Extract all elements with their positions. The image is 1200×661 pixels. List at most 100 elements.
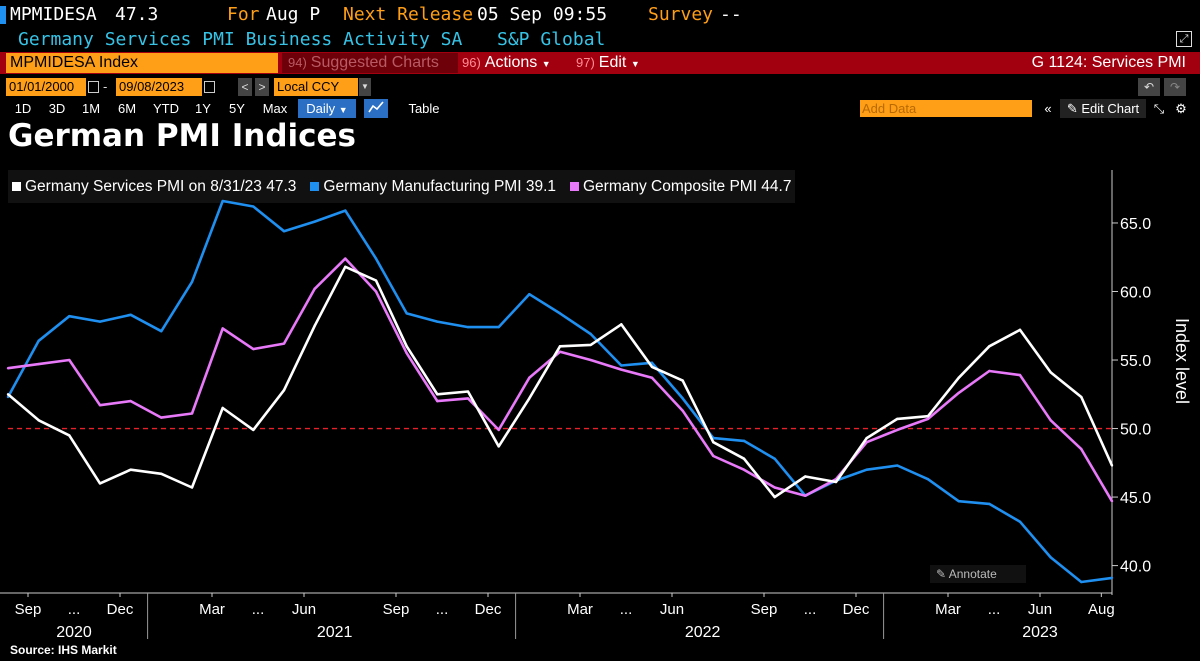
period-6m[interactable]: 6M — [117, 101, 137, 116]
date-separator: - — [103, 79, 108, 94]
zoom-icon[interactable]: ⤡ — [1153, 101, 1165, 116]
manufacturing-point — [1110, 576, 1114, 580]
actions-label: Actions — [484, 54, 538, 71]
period-ytd[interactable]: YTD — [153, 101, 179, 116]
services-point — [988, 345, 991, 348]
manufacturing-point — [1018, 520, 1022, 523]
last-value: 47.3 — [115, 4, 159, 25]
edit-label: Edit — [598, 54, 627, 71]
frequency-select[interactable]: Daily ▼ — [298, 99, 356, 118]
manufacturing-point — [988, 502, 991, 506]
x-tick-label: Sep — [15, 601, 42, 618]
legend: Germany Services PMI on 8/31/23 47.3 Ger… — [8, 170, 796, 203]
composite-point — [252, 347, 255, 351]
legend-label-manufacturing: Germany Manufacturing PMI 39.1 — [323, 177, 556, 195]
manufacturing-point — [712, 436, 715, 440]
redo-button[interactable]: ↷ — [1164, 78, 1186, 96]
next-range-button[interactable]: > — [255, 78, 269, 96]
services-point — [252, 428, 255, 432]
x-tick-label: Jun — [292, 601, 316, 618]
manufacturing-point — [558, 312, 562, 315]
legend-item-services[interactable]: Germany Services PMI on 8/31/23 47.3 — [12, 178, 296, 196]
period-bar: 1D 3D 1M 6M YTD 1Y 5Y Max Daily ▼ Table … — [0, 99, 1200, 119]
services-point — [528, 397, 531, 400]
manufacturing-point — [436, 320, 439, 323]
annotate-button[interactable]: ✎ Annotate — [930, 565, 1026, 583]
services-point — [773, 495, 776, 499]
currency-select[interactable]: Local CCY — [274, 78, 358, 96]
table-button[interactable]: Table — [408, 101, 440, 116]
legend-item-manufacturing[interactable]: Germany Manufacturing PMI 39.1 — [310, 178, 556, 196]
add-data-input[interactable]: Add Data — [860, 100, 1032, 117]
composite-point — [988, 369, 991, 373]
x-tick-label: Mar — [935, 601, 961, 618]
services-point — [712, 441, 715, 444]
manufacturing-point — [742, 439, 746, 443]
y-tick-label: 65.0 — [1120, 216, 1151, 233]
composite-point — [344, 257, 347, 260]
edit-chart-button[interactable]: ✎ Edit Chart — [1060, 99, 1146, 118]
manufacturing-point — [528, 293, 531, 296]
manufacturing-point — [405, 312, 408, 315]
gear-icon[interactable]: ⚙ — [1175, 101, 1187, 116]
manufacturing-point — [374, 257, 378, 260]
composite-point — [405, 351, 408, 355]
legend-item-composite[interactable]: Germany Composite PMI 44.7 — [570, 178, 791, 196]
suggested-charts-button[interactable]: 94) Suggested Charts — [282, 53, 458, 73]
currency-dropdown-icon[interactable]: ▼ — [359, 78, 371, 96]
chart-id: G 1124: Services PMI — [1031, 54, 1186, 71]
x-tick-label: Sep — [383, 601, 410, 618]
services-point — [681, 379, 684, 382]
period-1d[interactable]: 1D — [14, 101, 32, 116]
services-point — [436, 393, 439, 396]
year-label: 2021 — [317, 624, 353, 641]
manufacturing-point — [834, 479, 838, 482]
pencil-icon: ✎ — [936, 567, 947, 581]
collapse-icon[interactable]: « — [1044, 101, 1052, 116]
y-axis-label: Index level — [1172, 318, 1192, 404]
manufacturing-point — [865, 468, 868, 471]
calendar-icon[interactable] — [204, 81, 215, 93]
next-release-value: 05 Sep 09:55 — [477, 4, 608, 25]
end-date-input[interactable]: 09/08/2023 — [116, 78, 202, 96]
start-date-input[interactable]: 01/01/2000 — [6, 78, 86, 96]
composite-point — [282, 342, 286, 345]
x-tick-label: Sep — [751, 601, 778, 618]
actions-num: 96) — [462, 55, 481, 70]
prev-range-button[interactable]: < — [238, 78, 252, 96]
x-tick-label: Mar — [199, 601, 225, 618]
composite-point — [313, 287, 316, 290]
manufacturing-point — [68, 314, 71, 318]
composite-point — [466, 397, 470, 400]
x-tick-label: Aug — [1088, 601, 1115, 618]
manufacturing-point — [129, 313, 132, 316]
calendar-icon[interactable] — [88, 81, 99, 93]
expand-icon[interactable]: ⤢ — [1176, 31, 1192, 47]
chevron-down-icon: ▼ — [630, 59, 640, 69]
edit-button[interactable]: 97) Edit ▼ — [576, 53, 656, 73]
security-field[interactable]: MPMIDESA Index — [6, 53, 278, 73]
period-1y[interactable]: 1Y — [195, 101, 211, 116]
composite-point — [160, 416, 163, 419]
period-3d[interactable]: 3D — [48, 101, 66, 116]
composite-point — [712, 454, 715, 458]
services-point — [650, 365, 654, 369]
period-1m[interactable]: 1M — [81, 101, 101, 116]
manufacturing-point — [926, 478, 930, 481]
actions-button[interactable]: 96) Actions ▼ — [462, 53, 570, 73]
manufacturing-point — [252, 205, 255, 208]
manufacturing-point — [466, 325, 470, 329]
y-tick-label: 60.0 — [1120, 284, 1151, 301]
services-point — [405, 345, 408, 348]
services-point — [865, 436, 868, 440]
services-point — [589, 343, 592, 347]
composite-point — [37, 362, 40, 366]
period-5y[interactable]: 5Y — [229, 101, 245, 116]
period-max[interactable]: Max — [262, 101, 288, 116]
composite-point — [436, 399, 439, 403]
services-point — [957, 376, 960, 380]
undo-button[interactable]: ↶ — [1138, 78, 1160, 96]
line-chart-icon[interactable] — [364, 99, 388, 118]
command-bar: MPMIDESA Index 94) Suggested Charts 96) Ac… — [0, 52, 1200, 74]
composite-point — [773, 486, 776, 489]
